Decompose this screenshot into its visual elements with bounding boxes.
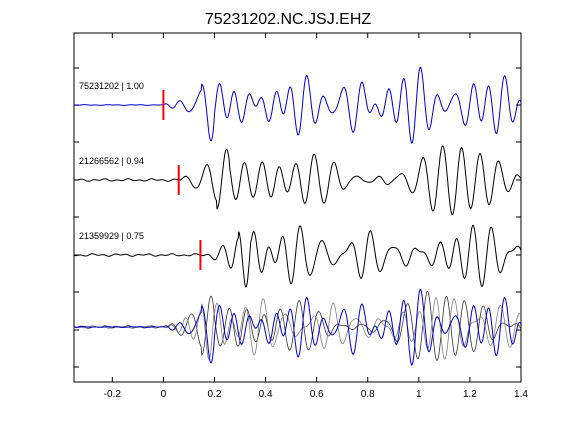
x-tick-label: 0.6	[310, 389, 324, 400]
axis-ticks: -0.2 0 0.2 0.4 0.6 0.8 1 1.2 1.4	[74, 33, 528, 400]
trace-label: 21359929 | 0.75	[79, 231, 144, 241]
chart-title: 75231202.NC.JSJ.EHZ	[205, 11, 372, 28]
stack-trace-dark	[73, 291, 522, 361]
x-tick-label: 1.2	[463, 389, 477, 400]
waveform-trace	[73, 66, 522, 145]
x-tick-label: 0.2	[208, 389, 222, 400]
trace-label: 75231202 | 1.00	[79, 81, 144, 91]
trace-label: 21266562 | 0.94	[79, 156, 144, 166]
x-tick-label: 0.8	[361, 389, 375, 400]
trace-group	[73, 66, 522, 367]
x-tick-label: 1.4	[514, 389, 528, 400]
stack-trace-master	[73, 288, 522, 367]
trace-labels: 75231202 | 1.00 21266562 | 0.94 21359929 |…	[79, 81, 144, 241]
waveform-trace	[73, 145, 522, 216]
x-tick-label: 1	[416, 389, 422, 400]
waveform-trace	[73, 224, 522, 288]
stack-trace-grey	[73, 296, 522, 360]
plot-frame	[73, 32, 522, 383]
x-tick-label: 0	[161, 389, 167, 400]
x-tick-label: -0.2	[104, 389, 122, 400]
x-tick-label: 0.4	[259, 389, 273, 400]
